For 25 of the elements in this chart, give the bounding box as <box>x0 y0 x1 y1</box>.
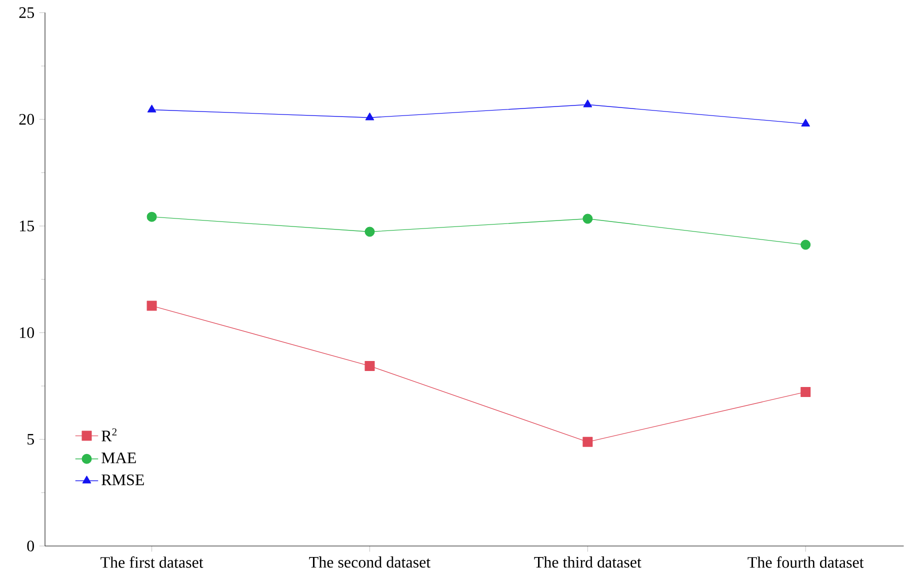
y-tick-label: 10 <box>20 327 34 338</box>
point <box>146 212 157 222</box>
x-tick-label: The first dataset <box>100 556 204 568</box>
x-tick-label: The fourth dataset <box>748 556 864 568</box>
point <box>582 214 593 224</box>
point <box>365 112 374 120</box>
point <box>364 360 375 371</box>
x-tick-label: The third dataset <box>534 556 642 568</box>
y-tick-label: 25 <box>19 7 34 18</box>
x-tick-label: The second dataset <box>309 556 431 568</box>
legend-label: MAE <box>102 452 136 464</box>
point <box>800 240 811 250</box>
point <box>800 386 811 397</box>
y-tick-label: 15 <box>20 220 34 232</box>
point <box>364 226 375 237</box>
point <box>583 100 592 108</box>
legend-label: RMSE <box>102 474 144 486</box>
point <box>801 118 810 126</box>
y-tick-label: 5 <box>28 434 34 445</box>
point <box>147 104 156 112</box>
y-tick-label: 20 <box>19 114 34 125</box>
legend-label: R$^{2}$ <box>102 428 117 442</box>
point <box>146 300 157 311</box>
y-tick-label: 0 <box>27 540 34 552</box>
point <box>582 436 593 447</box>
